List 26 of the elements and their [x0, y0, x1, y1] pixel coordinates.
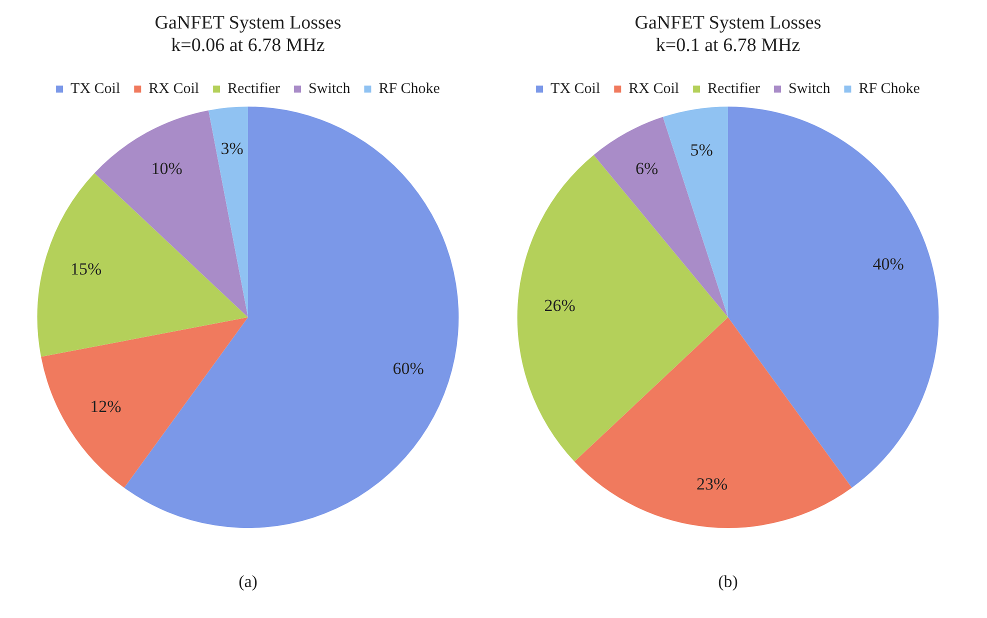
- text: (a): [238, 572, 258, 592]
- legend-label: TX Coil: [550, 81, 600, 98]
- legend-label: RX Coil: [628, 81, 680, 98]
- data-label: 26%: [544, 296, 576, 316]
- legend-label: Rectifier: [708, 81, 760, 98]
- data-label: 6%: [635, 159, 658, 178]
- legend-label: Switch: [788, 81, 831, 98]
- legend-label: RX Coil: [148, 81, 200, 98]
- legend-label: Switch: [308, 81, 351, 98]
- data-label: 3%: [220, 138, 244, 158]
- chart-title: GaNFET System Losses: [634, 12, 822, 34]
- legend-label: RF Choke: [858, 81, 920, 98]
- data-label: 23%: [696, 474, 728, 494]
- data-label: 12%: [90, 397, 122, 416]
- legend-label: Rectifier: [228, 81, 280, 98]
- data-label: 10%: [151, 159, 182, 178]
- text: (b): [717, 572, 739, 592]
- data-label: 15%: [70, 260, 102, 279]
- legend-label: RF Choke: [378, 81, 440, 98]
- chart-title: GaNFET System Losses: [154, 12, 342, 34]
- data-label: 60%: [392, 358, 424, 378]
- chart-subtitle: k=0.1 at 6.78 MHz: [656, 35, 800, 56]
- data-label: 40%: [872, 254, 904, 274]
- data-label: 5%: [690, 140, 713, 160]
- legend-label: TX Coil: [70, 81, 120, 98]
- chart-subtitle: k=0.06 at 6.78 MHz: [171, 35, 325, 56]
